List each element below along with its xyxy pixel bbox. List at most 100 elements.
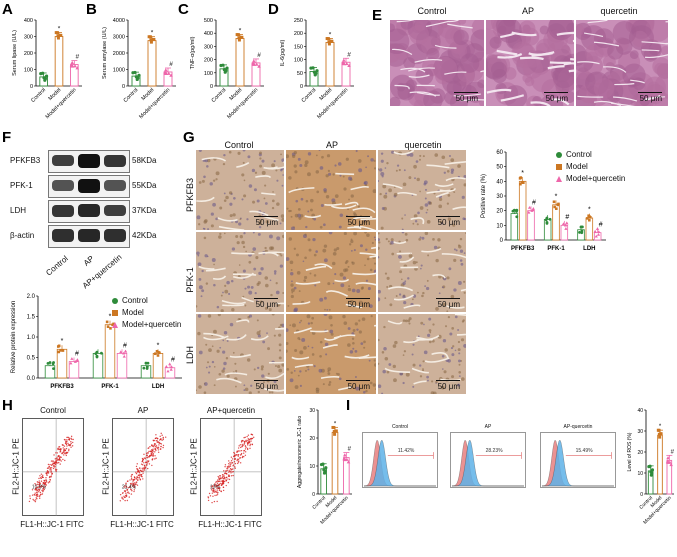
event-dot — [125, 495, 128, 498]
event-dot — [150, 444, 153, 446]
x-tick-label: PFKFB3 — [511, 246, 535, 252]
nucleus — [279, 264, 284, 268]
nucleus — [298, 338, 301, 341]
nucleus — [242, 269, 246, 273]
event-dot — [152, 453, 155, 455]
nucleus — [403, 350, 407, 353]
nucleus — [258, 221, 262, 225]
nucleus — [405, 238, 409, 242]
data-point — [58, 33, 62, 37]
tissue-gap — [453, 93, 481, 97]
nucleus — [384, 272, 388, 275]
nucleus — [442, 339, 447, 343]
tissue-gap — [408, 67, 435, 72]
nucleus — [353, 232, 358, 236]
nucleus — [268, 308, 272, 312]
significance-marker: # — [257, 52, 261, 59]
tissue-gap — [577, 95, 604, 98]
event-dot — [248, 442, 250, 444]
nucleus — [305, 225, 308, 229]
nucleus — [378, 289, 381, 294]
nucleus — [399, 270, 403, 274]
data-point — [56, 36, 60, 40]
nucleus — [419, 154, 422, 157]
event-dot — [133, 484, 135, 486]
event-dot — [222, 486, 225, 488]
nucleus — [232, 351, 235, 354]
nucleus — [298, 216, 302, 220]
event-dot — [127, 486, 129, 489]
event-dot — [125, 494, 128, 496]
nucleus — [402, 281, 406, 285]
event-dot — [39, 491, 42, 494]
nucleus — [348, 285, 351, 288]
tissue-gap — [399, 256, 415, 263]
nucleus — [221, 369, 225, 373]
nucleus — [369, 304, 373, 309]
nucleus — [224, 284, 227, 287]
event-dot — [54, 463, 56, 465]
tissue-gap — [454, 314, 466, 317]
nucleus — [222, 367, 226, 370]
nucleus — [205, 282, 209, 285]
tissue-gap — [249, 210, 269, 217]
nucleus — [200, 295, 203, 298]
nucleus — [325, 195, 330, 199]
event-dot — [238, 460, 240, 462]
event-dot — [154, 447, 156, 449]
tissue-gap — [393, 150, 415, 155]
event-dot — [223, 480, 226, 483]
data-point — [561, 222, 566, 226]
nucleus — [212, 202, 216, 207]
event-dot — [35, 497, 37, 499]
nucleus — [259, 219, 263, 223]
nucleus — [342, 276, 347, 280]
data-point — [342, 453, 347, 457]
nucleus — [386, 370, 390, 374]
tissue-gap — [201, 157, 227, 162]
nucleus — [457, 340, 461, 344]
nucleus — [338, 225, 342, 229]
nucleus — [259, 151, 262, 155]
event-dot — [29, 497, 31, 500]
nucleus — [210, 212, 214, 216]
nucleus — [272, 191, 274, 193]
nucleus — [290, 371, 293, 374]
event-dot — [49, 478, 51, 481]
event-dot — [48, 476, 51, 479]
y-tick-label: 0 — [210, 84, 213, 90]
nucleus — [384, 297, 387, 299]
nucleus — [432, 237, 435, 241]
event-dot — [225, 476, 228, 479]
tissue-gap — [205, 267, 226, 272]
nucleus — [310, 321, 313, 325]
scale-bar-label: 50 μm — [255, 300, 278, 309]
significance-marker: # — [671, 449, 675, 455]
tissue-texture — [390, 23, 395, 33]
event-dot — [45, 477, 47, 479]
nucleus — [229, 202, 233, 206]
event-dot — [45, 479, 48, 482]
event-dot — [65, 451, 67, 454]
event-dot — [157, 447, 159, 450]
bar — [510, 213, 519, 241]
tissue-gap — [393, 294, 415, 301]
event-dot — [215, 484, 217, 487]
nucleus — [293, 370, 296, 372]
nucleus — [378, 246, 380, 250]
ros-histogram: 15.49% — [540, 432, 616, 488]
event-dot — [130, 493, 133, 495]
event-dot — [130, 475, 132, 478]
tissue-gap — [393, 240, 407, 245]
data-point — [158, 351, 161, 355]
ihc-row-label-pfkfb3: PFKFB3 — [185, 178, 195, 213]
event-dot — [234, 467, 236, 469]
nucleus — [426, 379, 429, 382]
event-dot — [142, 478, 144, 480]
tissue-texture — [495, 82, 507, 95]
data-point — [94, 352, 98, 356]
tissue-gap — [334, 278, 350, 283]
nucleus — [204, 158, 208, 163]
event-dot — [153, 440, 155, 442]
